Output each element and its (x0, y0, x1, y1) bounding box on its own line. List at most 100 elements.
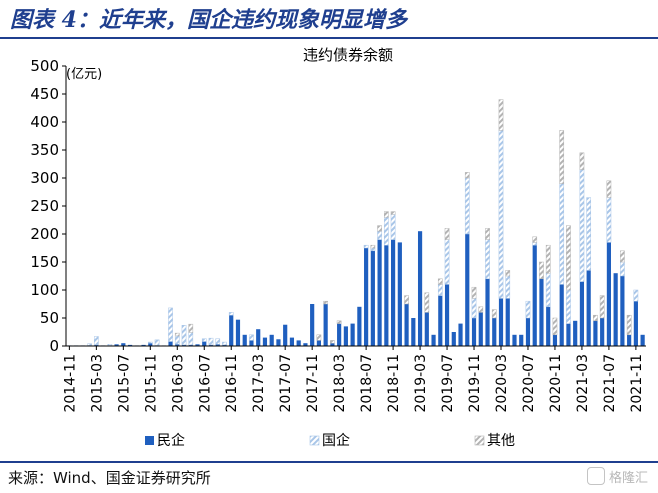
y-tick-label: 200 (30, 225, 59, 243)
bar-other (552, 317, 558, 336)
y-tick-label: 250 (30, 197, 59, 215)
bar-soe (444, 239, 450, 285)
y-tick-label: 400 (30, 113, 59, 131)
bar-other (471, 286, 477, 299)
bar-soe (437, 284, 443, 296)
bar-soe (208, 337, 214, 346)
bar-private (424, 312, 429, 346)
bar-other (370, 244, 376, 249)
x-tick-label: 2020-07 (521, 354, 537, 413)
bar-other (498, 99, 504, 131)
bar-soe (384, 216, 389, 246)
bar-other (626, 314, 632, 336)
bar-private (627, 334, 632, 346)
legend-swatch-soe (309, 435, 320, 446)
bar-private (552, 334, 558, 346)
bar-other (485, 228, 490, 240)
source-note: 来源：Wind、国金证券研究所 (8, 469, 211, 487)
bar-private (249, 340, 254, 346)
x-tick-label: 2017-07 (278, 354, 294, 413)
bar-private (593, 320, 598, 346)
bar-soe (545, 272, 551, 308)
bar-soe (107, 344, 113, 346)
chart-title: 违约债券余额 (303, 46, 393, 64)
bar-private (391, 239, 396, 346)
bar-other (491, 309, 497, 319)
bar-private (148, 343, 153, 346)
bar-private (350, 323, 355, 346)
x-tick-label: 2016-03 (170, 354, 186, 413)
bar-private (606, 242, 611, 346)
bar-private (633, 301, 638, 346)
legend-label-other: 其他 (487, 433, 515, 449)
bar-private (337, 323, 342, 346)
watermark: 格隆汇 (568, 465, 648, 487)
x-tick-label: 2016-07 (197, 354, 213, 413)
bar-other (579, 152, 585, 170)
bar-private (370, 250, 375, 346)
watermark-text: 格隆汇 (608, 470, 648, 486)
x-tick-label: 2021-03 (575, 354, 591, 413)
bar-other (532, 236, 538, 243)
bar-private (175, 344, 180, 346)
bar-other (336, 320, 342, 324)
bar-other (323, 300, 328, 305)
bar-other (606, 180, 612, 198)
bar-private (283, 324, 288, 346)
bar-private (276, 339, 281, 346)
x-tick-label: 2015-11 (143, 354, 159, 413)
bar-soe (586, 197, 592, 271)
bar-other (444, 228, 450, 240)
bar-other (566, 225, 571, 291)
x-tick-label: 2019-07 (440, 354, 456, 413)
bar-private (417, 231, 423, 346)
bar-private (505, 298, 510, 346)
bar-private (181, 344, 187, 346)
x-tick-label: 2014-11 (62, 354, 78, 413)
bar-soe (485, 239, 490, 280)
bar-private (640, 334, 645, 346)
bar-soe (566, 289, 571, 324)
bar-private (303, 343, 308, 346)
bar-other (620, 250, 625, 263)
bottom-rule (0, 461, 658, 463)
x-axis: 2014-11 2015-03 2015-07 2015-11 2016-03 2016-… (62, 345, 646, 413)
x-tick-label: 2019-11 (467, 354, 483, 413)
x-tick-label: 2021-07 (602, 354, 618, 413)
bar-private (465, 234, 470, 346)
bar-other (330, 340, 335, 344)
bar-other (478, 306, 484, 313)
y-tick-label: 500 (30, 57, 59, 75)
bar-private (262, 337, 268, 346)
bar-other (384, 211, 389, 218)
top-rule (0, 37, 658, 39)
x-tick-label: 2018-03 (332, 354, 348, 413)
bar-private (492, 318, 497, 346)
bar-private (512, 334, 517, 346)
y-axis-unit-label: (亿元) (66, 67, 102, 82)
bar-private (377, 239, 382, 346)
bar-private (478, 312, 483, 346)
bar-private (525, 318, 531, 346)
bar-private (586, 270, 591, 346)
bar-other (505, 270, 511, 277)
bar-soe (471, 298, 477, 319)
bar-private (168, 341, 173, 346)
bar-other (174, 332, 180, 337)
bar-other (377, 225, 382, 232)
bar-private (235, 319, 241, 346)
legend-label-private: 民企 (157, 432, 185, 449)
bar-private (195, 344, 200, 346)
bar-private (566, 323, 571, 346)
bar-private (215, 344, 220, 346)
y-tick-label: 150 (30, 253, 59, 271)
watermark-logo-icon (586, 467, 605, 485)
x-tick-label: 2015-03 (89, 354, 105, 413)
bar-soe (370, 247, 376, 252)
bar-soe (181, 325, 187, 346)
bar-private (121, 343, 126, 346)
bar-soe (498, 130, 504, 299)
y-tick-label: 50 (40, 309, 59, 327)
bar-private (613, 273, 618, 346)
